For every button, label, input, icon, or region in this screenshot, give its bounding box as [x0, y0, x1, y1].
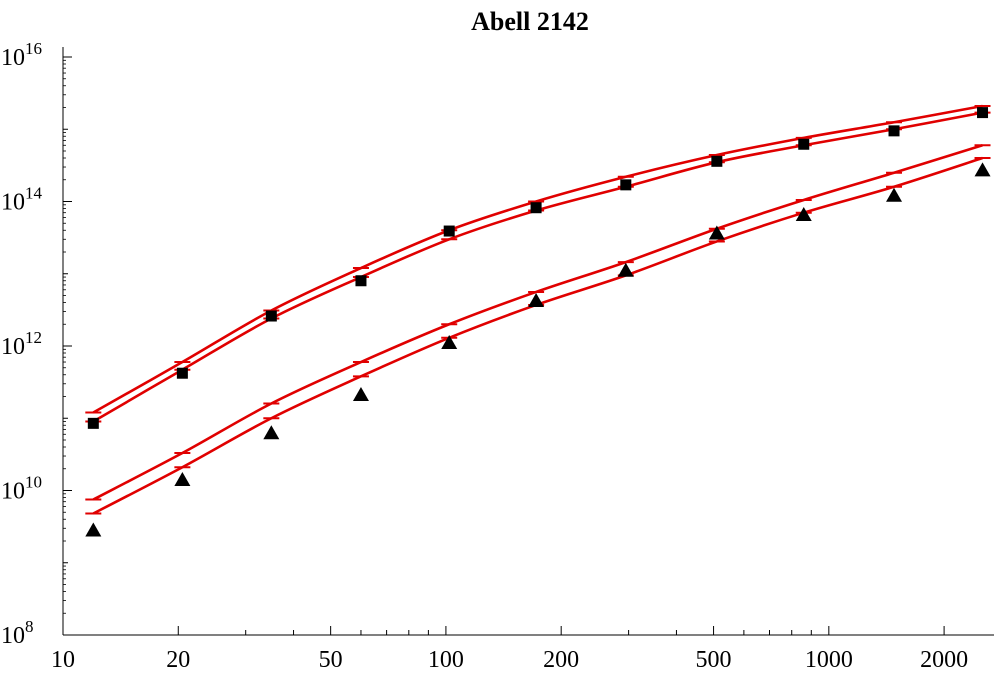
y-tick-label: 1010: [1, 473, 42, 505]
data-point-square: [87, 417, 99, 429]
data-point-triangle: [795, 207, 812, 222]
series-line-3: [92, 111, 983, 423]
data-point-square: [711, 155, 723, 167]
data-point-square: [798, 138, 810, 150]
data-point-triangle: [974, 162, 991, 177]
data-point-triangle: [886, 187, 903, 202]
plot-area: [85, 104, 991, 537]
axes: 10 20 50 100 200 500 1000 2000 108 1010 1012 1014 10…: [1, 39, 994, 673]
data-point-triangle: [85, 522, 102, 537]
data-point-square: [888, 125, 900, 137]
data-point-square: [620, 179, 632, 191]
y-tick-label: 1016: [1, 39, 42, 71]
data-point-triangle: [708, 225, 725, 240]
data-point-triangle: [441, 335, 458, 350]
x-tick-label: 1000: [805, 647, 853, 673]
data-point-triangle: [617, 262, 634, 277]
x-tick-label: 50: [319, 647, 343, 673]
y-tick-label: 108: [1, 617, 34, 649]
data-point-triangle: [174, 471, 191, 486]
data-point-square: [176, 367, 188, 379]
x-tick-label: 20: [166, 647, 190, 673]
series-line-2: [92, 104, 983, 414]
x-tick-label: 200: [543, 647, 579, 673]
x-tick-label: 2000: [920, 647, 968, 673]
y-tick-label: 1014: [1, 184, 43, 216]
y-tick-label: 1012: [1, 328, 42, 360]
data-point-square: [530, 202, 542, 214]
x-tick-label: 100: [428, 647, 464, 673]
x-tick-label: 500: [696, 647, 732, 673]
x-tick-label: 10: [51, 647, 75, 673]
data-point-triangle: [528, 292, 545, 307]
data-point-triangle: [352, 386, 369, 401]
data-point-square: [265, 310, 277, 322]
data-point-triangle: [263, 425, 280, 440]
data-point-square: [443, 225, 455, 237]
chart-title: Abell 2142: [471, 7, 589, 36]
data-point-square: [977, 107, 989, 119]
data-point-square: [355, 275, 367, 287]
